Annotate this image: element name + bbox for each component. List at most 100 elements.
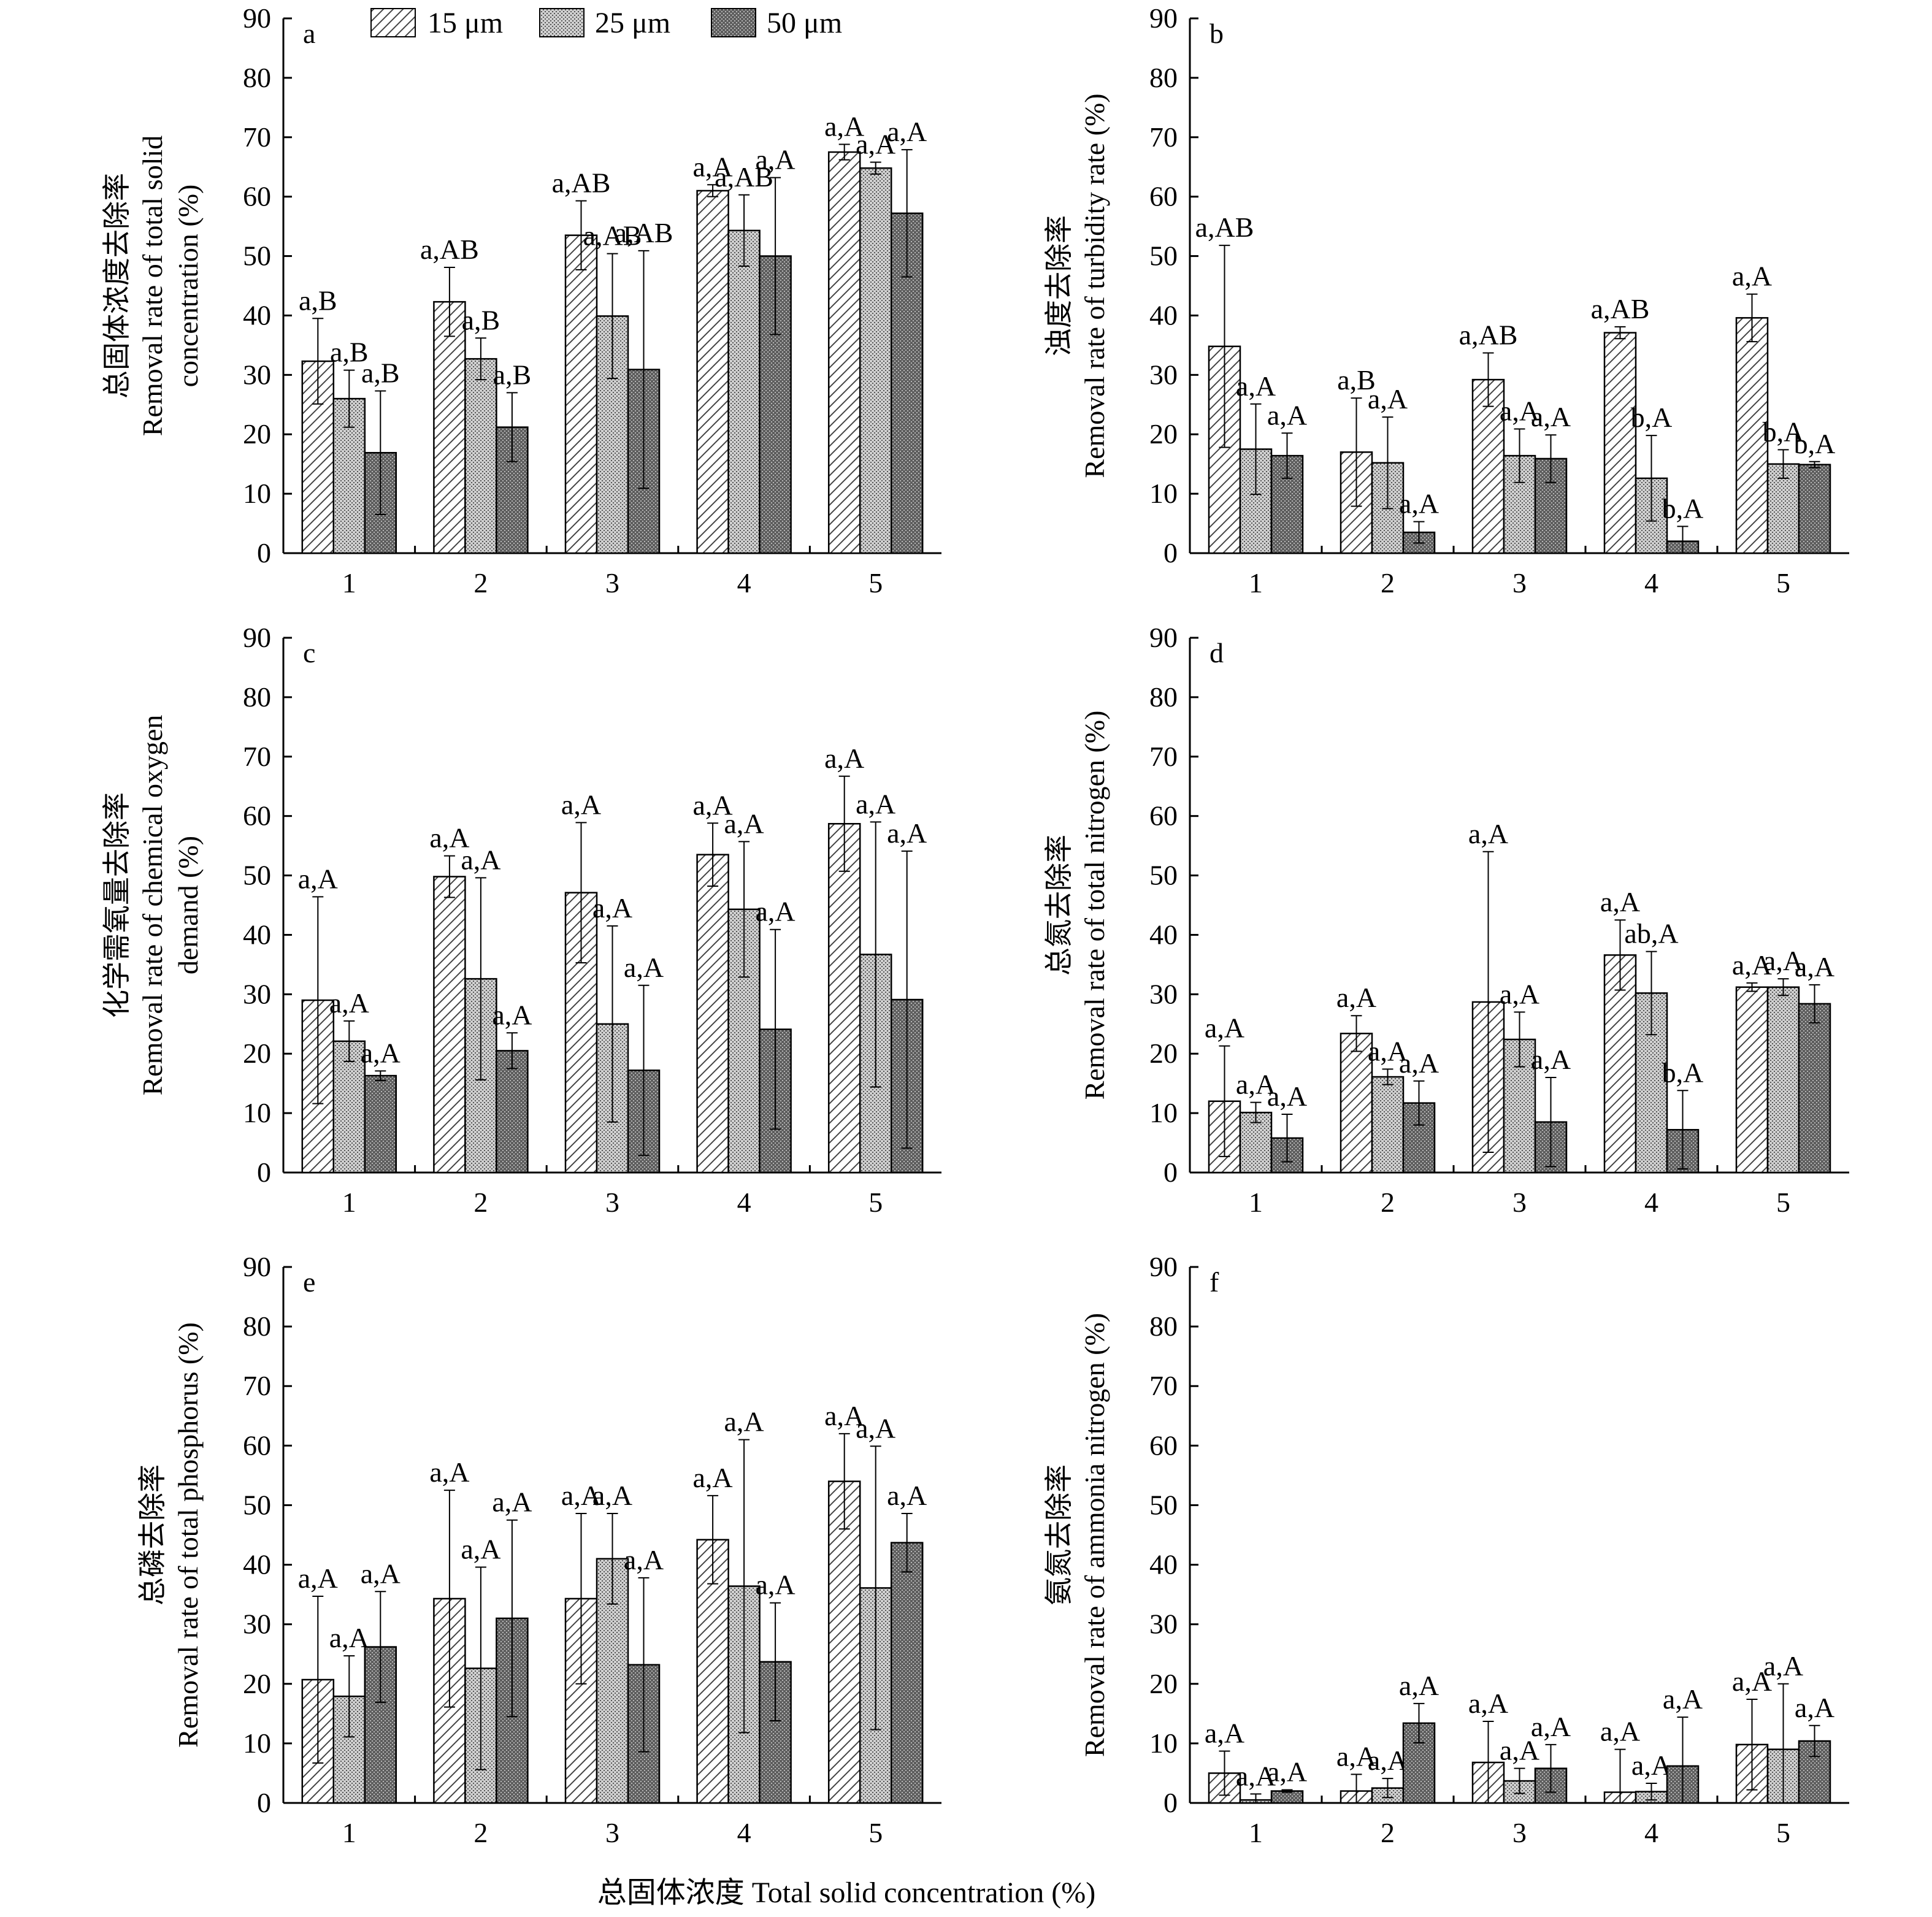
y-tick-label: 50 [243,240,271,272]
significance-label: a,A [887,1480,927,1511]
significance-label: a,A [592,1480,632,1511]
y-tick-label: 20 [1149,1038,1178,1069]
significance-label: a,A [1468,1688,1508,1719]
significance-label: a,A [693,1462,733,1493]
significance-label: a,A [724,808,764,839]
significance-label: a,A [329,1622,369,1653]
panel-letter: d [1209,637,1224,668]
y-tick-label: 20 [1149,1668,1178,1699]
y-tick-label: 90 [243,2,271,34]
significance-label: a,B [299,285,337,316]
y-tick-label: 30 [1149,978,1178,1009]
x-tick-label: 1 [1249,1817,1263,1848]
bar-50um [364,1074,397,1174]
legend-swatch-15um [370,8,416,37]
y-tick-label: 30 [243,1609,271,1640]
y-tick-label: 70 [1149,741,1178,772]
significance-label: a,AB [1591,293,1650,324]
x-tick-label: 2 [1381,1187,1395,1218]
significance-label: a,A [429,1456,469,1488]
significance-label: a,A [856,1412,895,1444]
panel-letter: b [1209,18,1224,49]
significance-label: a,A [1663,1683,1703,1715]
bar-25um [1239,1111,1273,1174]
y-tick-label: 50 [1149,1489,1178,1520]
y-tick-label: 60 [1149,181,1178,212]
y-tick-label: 90 [1149,2,1178,34]
y-tick-label: 80 [1149,1311,1178,1342]
significance-label: a,A [1732,261,1772,292]
x-tick-label: 4 [737,567,751,599]
y-axis-label: 浊度去除率 [1043,215,1075,356]
y-tick-label: 40 [1149,299,1178,331]
y-tick-label: 80 [1149,62,1178,93]
bar-25um [859,167,892,554]
y-tick-label: 60 [243,181,271,212]
significance-label: a,A [1399,488,1439,519]
significance-label: a,B [493,359,532,390]
significance-label: a,A [561,789,601,820]
significance-label: a,AB [615,217,673,248]
x-tick-label: 1 [342,1817,356,1848]
significance-label: a,A [1368,383,1408,415]
y-tick-label: 60 [243,800,271,832]
legend-swatch-50um [711,8,756,37]
bar-15um [1735,986,1769,1174]
significance-label: a,A [1236,1069,1276,1100]
significance-label: a,A [1795,1692,1834,1723]
y-tick-label: 0 [257,1787,271,1818]
significance-label: a,A [1267,399,1307,430]
y-tick-label: 40 [243,919,271,950]
significance-label: a,A [492,999,532,1030]
panel-letter: a [303,18,315,49]
significance-label: a,A [1399,1670,1439,1701]
y-tick-label: 70 [243,741,271,772]
significance-label: a,A [298,863,338,894]
significance-label: a,A [329,987,369,1019]
significance-label: a,A [1795,951,1834,982]
y-axis-label: 总固体浓度去除率 [101,173,132,399]
x-tick-label: 4 [1644,1187,1658,1218]
bar-50um [1798,1003,1831,1174]
significance-label: a,A [592,892,632,924]
x-tick-label: 2 [473,567,488,599]
significance-label: a,A [756,144,795,175]
panel-c: 0 10 20 30 40 50 60 70 80 90 c 化学需氧量去除率 Removal rate… [101,622,941,1218]
significance-label: a,A [1631,1750,1671,1781]
y-tick-label: 80 [243,1311,271,1342]
panel-b: 0 10 20 30 40 50 60 70 80 90 b 浊度去除率 Removal rate of… [1043,2,1849,599]
y-tick-label: 10 [1149,478,1178,509]
significance-label: a,A [624,1544,664,1575]
bar-15um [827,151,861,554]
x-tick-label: 3 [605,1817,619,1848]
x-tick-label: 2 [1381,1817,1395,1848]
panel-a: 0 10 20 30 40 50 60 70 80 90 a 总固体浓度去除率 Removal rate… [101,2,941,599]
y-tick-label: 40 [243,299,271,331]
y-axis-label: 化学需氧量去除率 [101,792,132,1018]
significance-label: a,A [1267,1756,1307,1788]
significance-label: a,A [756,1569,795,1601]
significance-label: a,AB [552,167,611,198]
significance-label: a,A [561,1480,601,1511]
y-tick-label: 40 [1149,1549,1178,1580]
y-tick-label: 20 [243,418,271,450]
significance-label: b,A [1631,402,1673,433]
significance-label: a,A [1236,370,1276,402]
significance-label: a,A [624,952,664,983]
panel-letter: f [1209,1266,1219,1298]
significance-label: a,A [492,1487,532,1518]
significance-label: a,B [462,304,500,335]
significance-label: a,A [298,1563,338,1594]
panel-e: 0 10 20 30 40 50 60 70 80 90 e 总磷去除率 Removal rate of… [137,1251,941,1848]
x-tick-label: 2 [473,1817,488,1848]
significance-label: a,A [361,1558,401,1589]
y-tick-label: 30 [243,978,271,1009]
significance-label: a,A [1531,1711,1571,1742]
y-tick-label: 90 [243,622,271,653]
bar-25um [727,229,761,554]
x-tick-label: 3 [605,567,619,599]
y-tick-label: 30 [1149,1609,1178,1640]
panel-f: 0 10 20 30 40 50 60 70 80 90 f 氨氮去除率 Removal rate of… [1043,1251,1849,1848]
y-tick-label: 0 [1163,1787,1178,1818]
